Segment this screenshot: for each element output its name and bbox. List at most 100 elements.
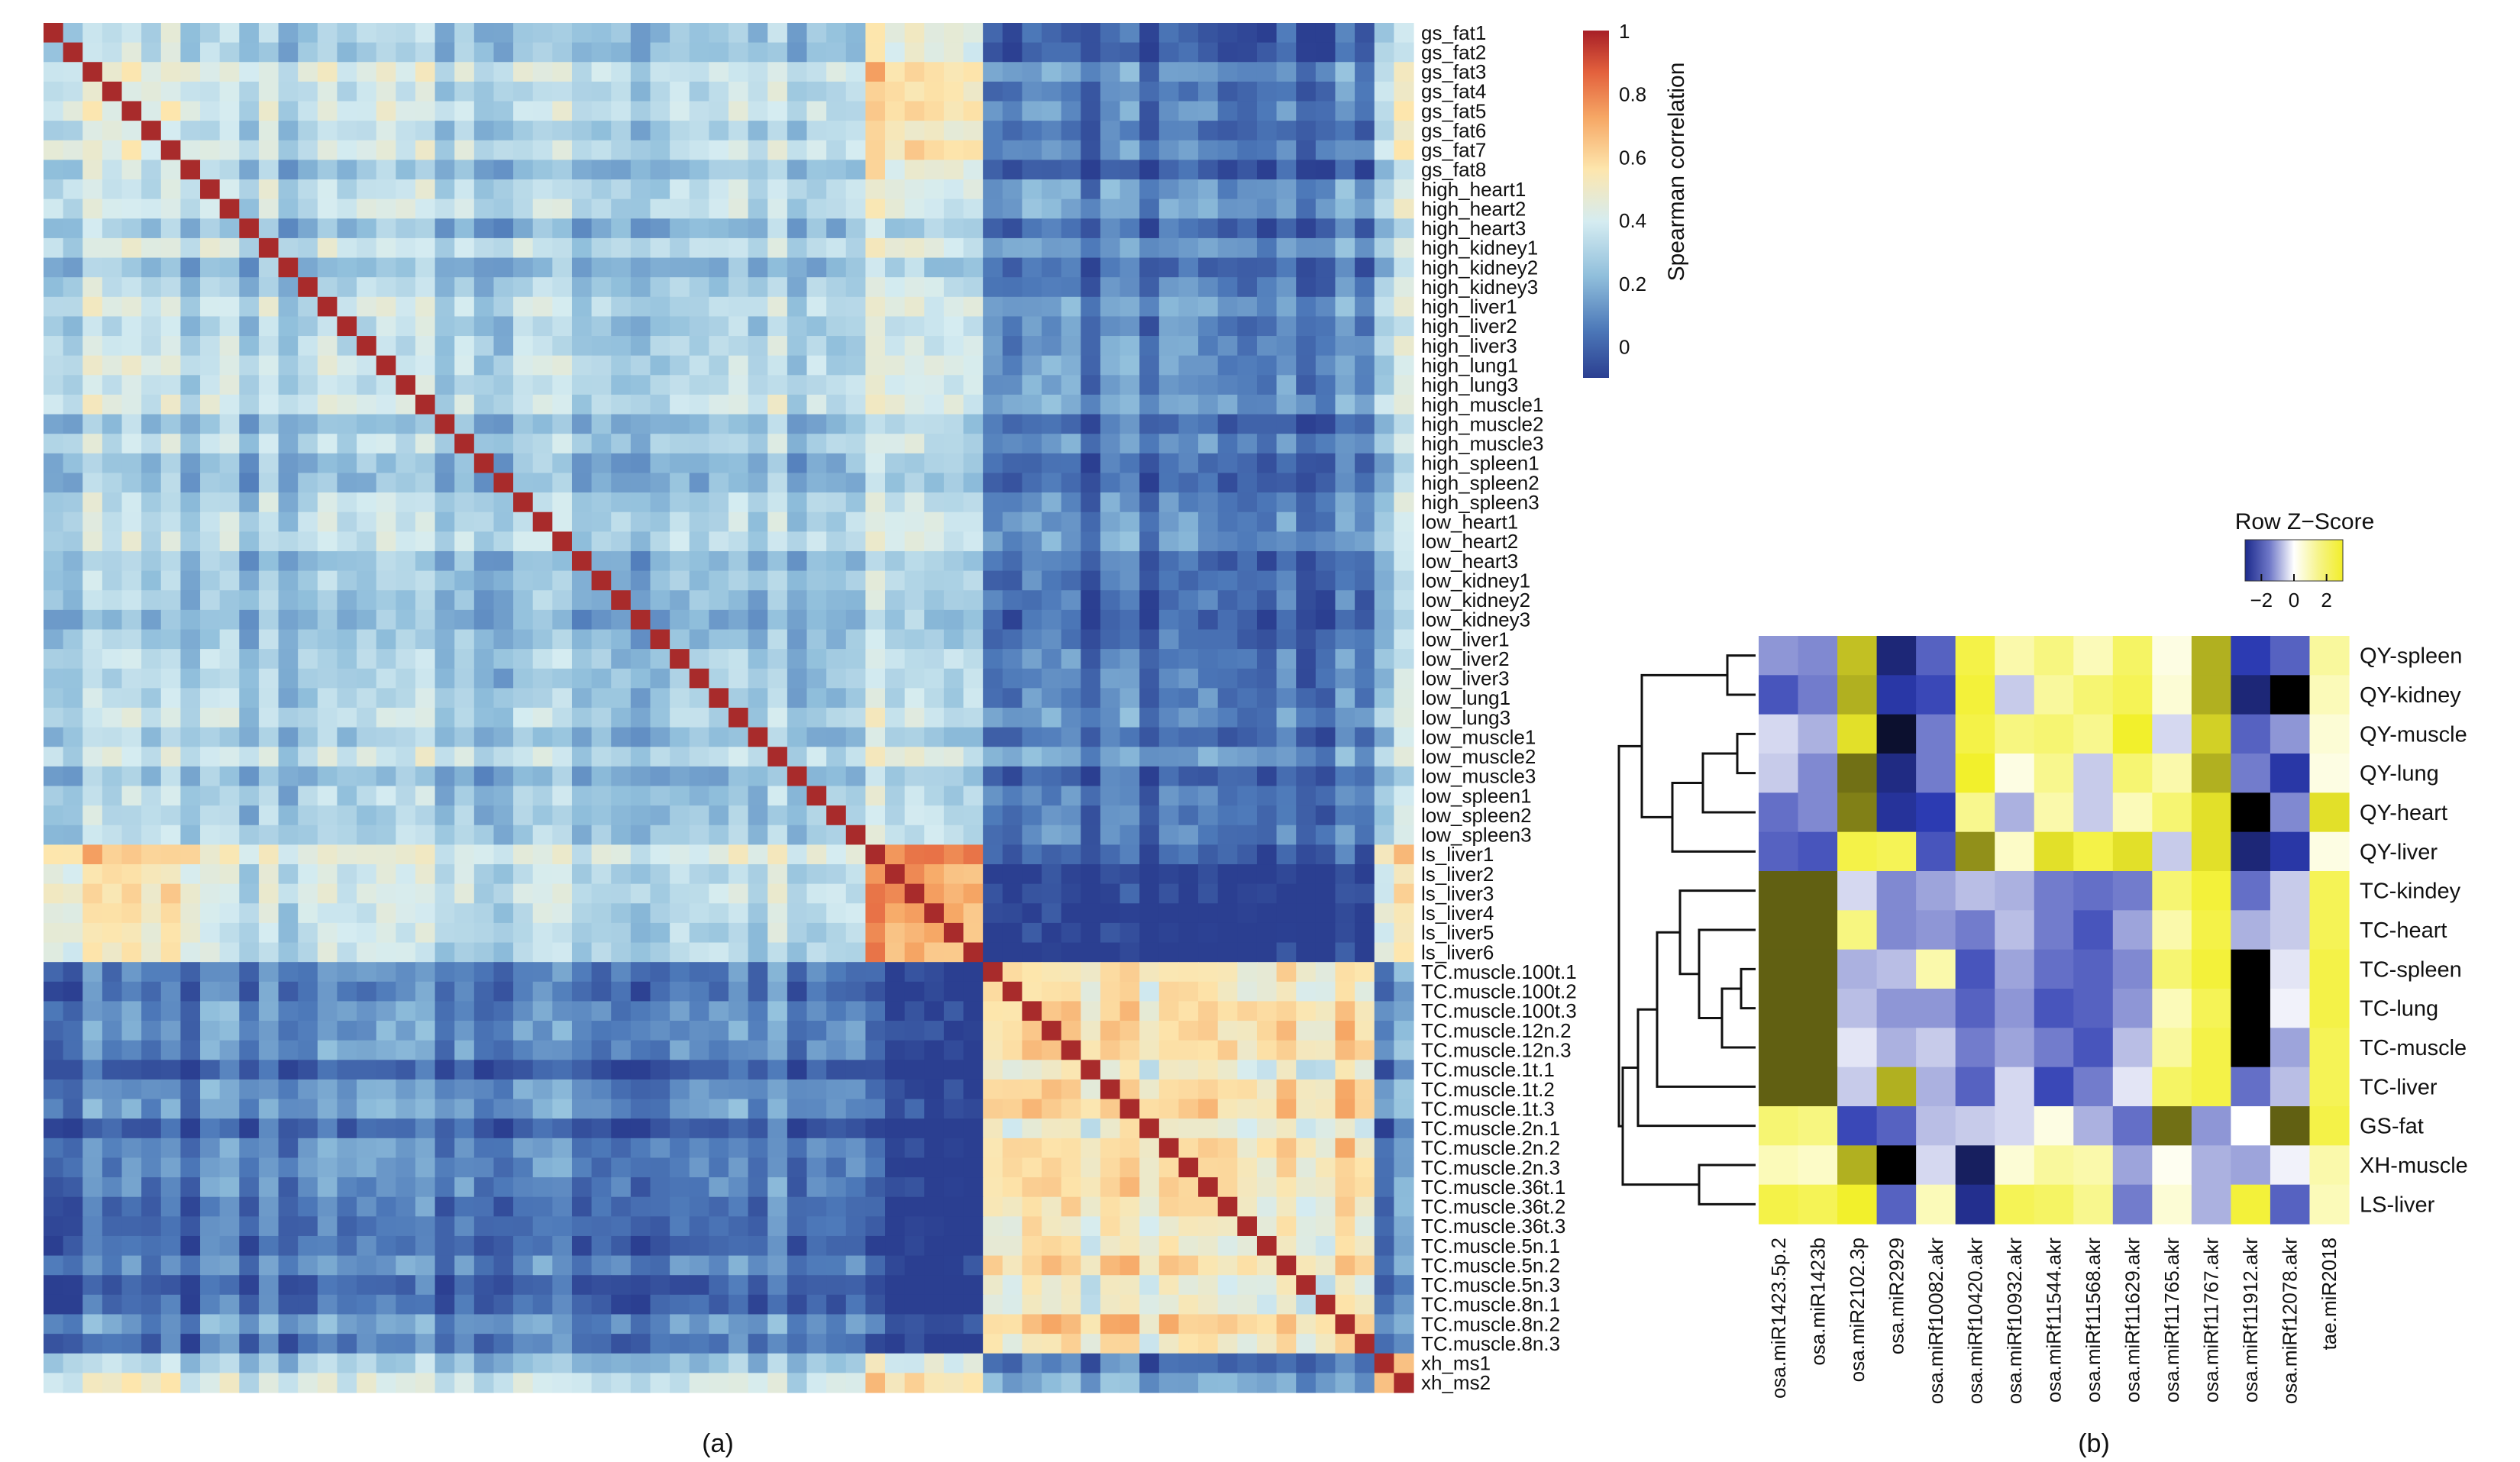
corr-cell xyxy=(121,1275,142,1296)
corr-cell xyxy=(337,668,357,689)
corr-cell xyxy=(943,140,964,160)
corr-cell xyxy=(376,747,396,767)
corr-cell xyxy=(239,1294,260,1315)
corr-cell xyxy=(493,883,514,904)
corr-cell xyxy=(396,747,416,767)
corr-cell xyxy=(1296,668,1317,689)
corr-cell xyxy=(1355,883,1375,904)
corr-cell xyxy=(376,121,396,141)
corr-cell xyxy=(82,1294,103,1315)
corr-cell xyxy=(493,375,514,395)
corr-cell xyxy=(904,394,925,415)
corr-cell xyxy=(396,805,416,826)
corr-cell xyxy=(473,1099,495,1119)
corr-cell xyxy=(1139,160,1160,180)
corr-cell xyxy=(552,629,573,650)
corr-cell xyxy=(454,140,475,160)
corr-cell xyxy=(1100,1118,1121,1139)
corr-cell xyxy=(219,1099,240,1119)
corr-cell xyxy=(611,1275,632,1296)
corr-cell xyxy=(1217,825,1238,845)
corr-cell xyxy=(102,1001,123,1021)
corr-cell xyxy=(63,81,83,102)
corr-cell xyxy=(826,1118,847,1139)
corr-cell xyxy=(121,747,142,767)
corr-cell xyxy=(571,355,593,376)
corr-cell xyxy=(493,121,514,141)
corr-cell xyxy=(611,1216,632,1237)
corr-cell xyxy=(611,1157,632,1178)
corr-cell xyxy=(1178,825,1199,845)
corr-cell xyxy=(865,531,886,552)
corr-cell xyxy=(571,1314,593,1335)
corr-cell xyxy=(415,1235,436,1257)
corr-cell xyxy=(1374,570,1394,591)
corr-cell xyxy=(963,1060,984,1080)
corr-cell xyxy=(963,1040,984,1060)
corr-cell xyxy=(963,1157,984,1178)
corr-cell xyxy=(983,140,1003,160)
corr-cell xyxy=(983,218,1003,239)
corr-cell xyxy=(670,218,690,239)
corr-cell xyxy=(82,864,103,885)
corr-row-label: high_lung1 xyxy=(1421,354,1518,377)
corr-cell xyxy=(806,473,827,493)
corr-cell xyxy=(670,81,690,102)
corr-cell xyxy=(102,747,123,767)
corr-cell xyxy=(337,1099,357,1119)
corr-cell xyxy=(943,766,964,787)
corr-cell xyxy=(239,550,260,572)
corr-row-label: high_heart2 xyxy=(1421,198,1526,221)
corr-legend-tick: 0.6 xyxy=(1619,147,1646,169)
corr-cell xyxy=(513,668,534,689)
corr-cell xyxy=(591,434,612,454)
corr-cell xyxy=(357,218,377,239)
corr-cell xyxy=(983,179,1003,200)
corr-cell xyxy=(845,1196,866,1217)
corr-cell xyxy=(532,1334,553,1354)
corr-cell xyxy=(729,81,749,102)
corr-cell xyxy=(1256,179,1278,200)
corr-cell xyxy=(435,1021,455,1041)
corr-cell xyxy=(1394,1040,1414,1060)
corr-cell xyxy=(767,101,788,121)
corr-cell xyxy=(219,1334,240,1354)
corr-cell xyxy=(376,140,396,160)
corr-cell xyxy=(298,336,318,357)
corr-cell xyxy=(44,1040,64,1060)
corr-cell xyxy=(532,1177,553,1198)
corr-cell xyxy=(513,316,534,337)
corr-cell xyxy=(219,1157,240,1178)
corr-cell xyxy=(1217,296,1238,318)
corr-cell xyxy=(689,864,709,885)
corr-cell xyxy=(729,257,749,278)
corr-cell xyxy=(219,121,240,141)
corr-cell xyxy=(239,42,260,63)
corr-cell xyxy=(493,590,514,611)
corr-cell xyxy=(1374,1314,1394,1335)
corr-cell xyxy=(473,825,495,845)
corr-cell xyxy=(141,1353,162,1373)
corr-cell xyxy=(493,1294,514,1315)
corr-cell xyxy=(513,1040,534,1060)
corr-cell xyxy=(630,550,651,572)
corr-cell xyxy=(513,434,534,454)
corr-cell xyxy=(1178,140,1199,160)
corr-cell xyxy=(200,922,221,944)
corr-cell xyxy=(1061,336,1081,357)
corr-cell xyxy=(532,121,553,141)
corr-cell xyxy=(1355,62,1375,82)
corr-cell xyxy=(729,825,749,845)
corr-row-label: low_lung3 xyxy=(1421,706,1510,729)
corr-cell xyxy=(44,101,64,121)
corr-cell xyxy=(435,1235,455,1257)
corr-cell xyxy=(121,160,142,180)
corr-cell xyxy=(865,218,886,239)
corr-cell xyxy=(121,218,142,239)
corr-cell xyxy=(278,316,299,337)
corr-cell xyxy=(630,453,651,474)
corr-cell xyxy=(1119,981,1140,1002)
corr-cell xyxy=(1139,492,1160,513)
corr-cell xyxy=(396,434,416,454)
corr-cell xyxy=(180,1099,201,1119)
